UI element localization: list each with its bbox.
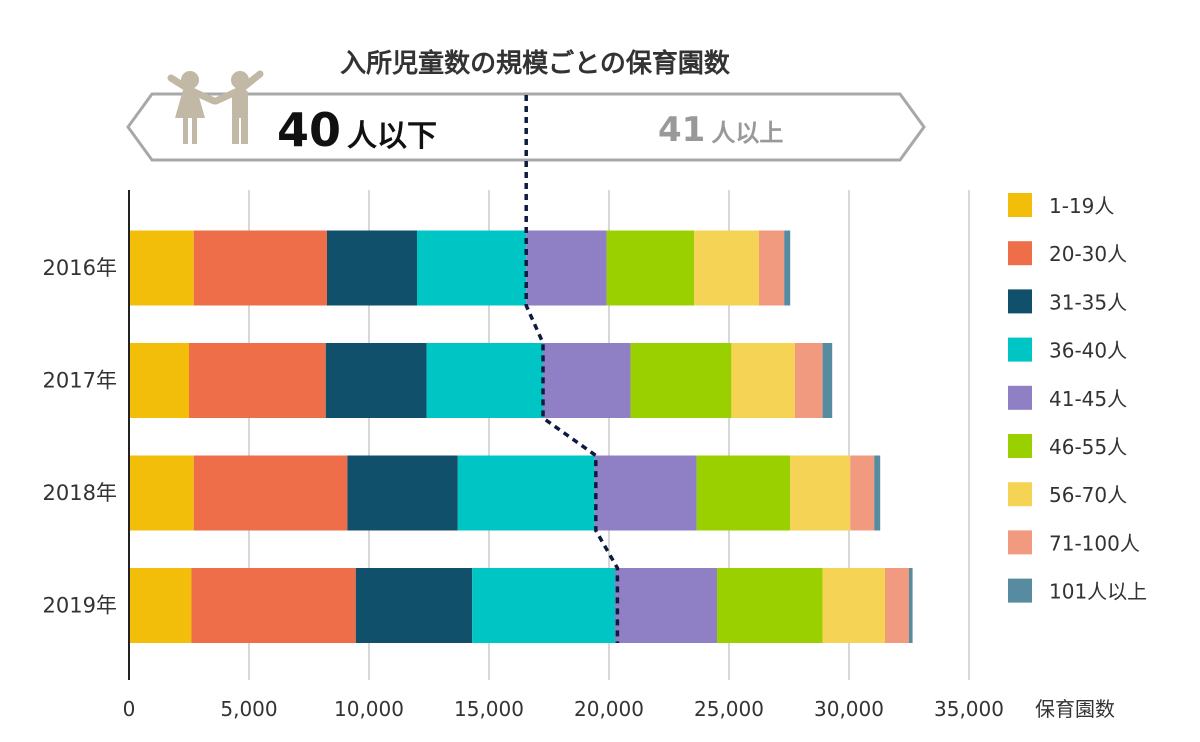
banner-left-label: 40 人以下 <box>277 103 437 157</box>
legend-swatch <box>1008 241 1032 266</box>
bar-segment <box>885 568 909 643</box>
bar-segment <box>129 230 194 306</box>
bar-segment <box>790 455 851 531</box>
bar-segment <box>355 568 473 643</box>
category-label: 2019年 <box>43 594 117 618</box>
banner-arrow-shape <box>126 92 926 162</box>
x-axis-label: 保育園数 <box>1035 697 1115 721</box>
category-label: 2018年 <box>43 481 117 505</box>
bar-segment <box>795 343 823 418</box>
bar-segment <box>615 568 717 643</box>
banner-right-label: 41 人以上 <box>658 110 783 150</box>
bar-segment <box>193 230 327 306</box>
legend-swatch <box>1008 482 1032 507</box>
legend-swatch <box>1008 578 1032 603</box>
x-tick-label: 0 <box>123 697 136 721</box>
bar-segment <box>472 568 615 643</box>
banner-right-number: 41 <box>658 110 705 150</box>
legend-label: 101人以上 <box>1049 580 1147 604</box>
children-icon <box>167 70 264 144</box>
bar-segment <box>909 568 913 643</box>
x-tick-label: 20,000 <box>574 697 644 721</box>
bar-segment <box>717 568 823 643</box>
bar-segment <box>347 455 458 531</box>
x-tick-label: 30,000 <box>814 697 884 721</box>
category-label: 2017年 <box>43 369 117 393</box>
legend-label: 31-35人 <box>1049 290 1127 314</box>
bar-segment <box>694 230 759 306</box>
bar-segment <box>759 230 785 306</box>
bar-segment <box>784 230 791 306</box>
bar-segment <box>606 230 695 306</box>
bars <box>129 230 913 643</box>
banner-left-unit: 人以下 <box>347 119 437 154</box>
bar-segment <box>696 455 791 531</box>
legend-label: 20-30人 <box>1049 242 1127 266</box>
bar-segment <box>129 568 192 643</box>
x-tick-label: 35,000 <box>934 697 1004 721</box>
x-tick-label: 25,000 <box>694 697 764 721</box>
x-tick-label: 10,000 <box>334 697 404 721</box>
banner: 40 人以下 41 人以上 <box>126 70 926 162</box>
banner-right-unit: 人以上 <box>711 119 783 147</box>
bar-segment <box>822 343 833 418</box>
bar-segment <box>417 230 527 306</box>
bar-segment <box>189 343 326 418</box>
category-labels: 2016年 2017年 2018年 2019年 <box>43 256 117 618</box>
legend-swatch <box>1008 289 1032 314</box>
bar-segment <box>129 455 194 531</box>
bar-segment <box>327 230 417 306</box>
bar-segment <box>191 568 356 643</box>
bar-segment <box>850 455 875 531</box>
bar-segment <box>193 455 348 531</box>
legend-label: 71-100人 <box>1049 531 1140 555</box>
legend-label: 56-70人 <box>1049 483 1127 507</box>
legend-label: 36-40人 <box>1049 339 1127 363</box>
x-tick-label: 5,000 <box>220 697 277 721</box>
legend-swatch <box>1008 530 1032 555</box>
x-tick-labels: 0 5,000 10,000 15,000 20,000 25,000 30,000 35,0… <box>123 697 1004 721</box>
bar-segment <box>457 455 595 531</box>
bar-segment <box>426 343 543 418</box>
bar-segment <box>874 455 881 531</box>
bar-segment <box>822 568 885 643</box>
category-label: 2016年 <box>43 256 117 280</box>
x-tick-label: 15,000 <box>454 697 524 721</box>
bar-segment <box>129 343 189 418</box>
legend-swatch <box>1008 434 1032 458</box>
legend-label: 46-55人 <box>1049 435 1127 459</box>
bar-segment <box>325 343 427 418</box>
chart-title: 入所児童数の規模ごとの保育園数 <box>340 48 731 79</box>
legend-swatch <box>1008 193 1032 217</box>
bar-segment <box>526 230 607 306</box>
bar-segment <box>630 343 732 418</box>
bar-segment <box>731 343 795 418</box>
legend-label: 1-19人 <box>1049 194 1114 218</box>
banner-left-number: 40 <box>277 103 341 157</box>
legend: 1-19人 20-30人 31-35人 36-40人 41-45人 46-55人 56-70… <box>1008 193 1147 604</box>
threshold-dashed-line <box>524 95 620 643</box>
legend-swatch <box>1008 385 1032 410</box>
bar-segment <box>594 455 697 531</box>
legend-swatch <box>1008 337 1032 362</box>
legend-label: 41-45人 <box>1049 387 1127 411</box>
bar-segment <box>543 343 631 418</box>
